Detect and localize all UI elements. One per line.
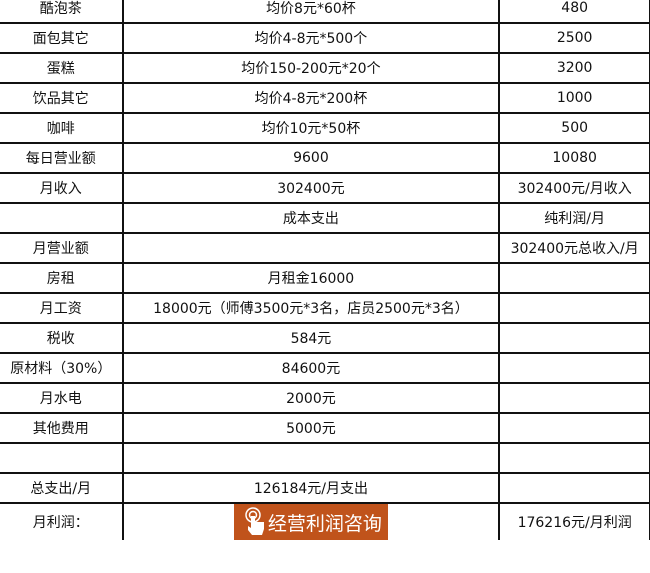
row-detail: 584元 [121,322,501,354]
cta-label: 经营利润咨询 [267,512,382,535]
table-row: 月收入 302400元 302400元/月收入 [0,172,650,204]
row-label: 月利润： [0,502,124,540]
row-detail: 84600元 [121,352,501,384]
row-detail: 2000元 [121,382,501,414]
row-detail [121,232,501,264]
row-value: 302400元/月收入 [498,172,650,204]
table-row: 月营业额 302400元总收入/月 [0,232,650,264]
row-detail: 均价4-8元*200杯 [121,82,501,114]
row-label: 月水电 [0,382,124,414]
row-detail [121,442,501,474]
row-value: 2500 [498,22,650,54]
row-detail: 均价150-200元*20个 [121,52,501,84]
row-label: 月营业额 [0,232,124,264]
row-value [498,322,650,354]
row-label: 月工资 [0,292,124,324]
row-label: 每日营业额 [0,142,124,174]
row-value: 3200 [498,52,650,84]
row-detail: 均价8元*60杯 [121,0,501,24]
table-row: 月工资 18000元（师傅3500元*3名，店员2500元*3名） [0,292,650,324]
table-row: 咖啡 均价10元*50杯 500 [0,112,650,144]
row-value [498,292,650,324]
table-row: 总支出/月 126184元/月支出 [0,472,650,504]
table-row: 酷泡茶 均价8元*60杯 480 [0,0,650,24]
row-detail: 月租金16000 [121,262,501,294]
table-row: 原材料（30%） 84600元 [0,352,650,384]
table-row: 蛋糕 均价150-200元*20个 3200 [0,52,650,84]
row-label: 咖啡 [0,112,124,144]
row-value: 500 [498,112,650,144]
table-row-monthly-profit: 月利润： 经营利润咨询 176216元/月利润 [0,502,650,540]
table-row: 税收 584元 [0,322,650,354]
row-value [498,412,650,444]
row-label: 酷泡茶 [0,0,124,24]
table-row: 房租 月租金16000 [0,262,650,294]
table-row [0,442,650,474]
row-detail: 均价10元*50杯 [121,112,501,144]
row-value [498,262,650,294]
row-label: 其他费用 [0,412,124,444]
table-row: 饮品其它 均价4-8元*200杯 1000 [0,82,650,114]
row-detail: 302400元 [121,172,501,204]
profit-table: 酷泡茶 均价8元*60杯 480 面包其它 均价4-8元*500个 2500 蛋糕 均价150… [0,0,650,540]
table-row: 每日营业额 9600 10080 [0,142,650,174]
row-detail: 9600 [121,142,501,174]
tap-hand-icon [245,507,264,535]
table-row: 成本支出 纯利润/月 [0,202,650,234]
row-value: 纯利润/月 [498,202,650,234]
row-detail: 18000元（师傅3500元*3名，店员2500元*3名） [121,292,501,324]
row-label: 月收入 [0,172,124,204]
row-label [0,202,124,234]
profit-consult-button[interactable]: 经营利润咨询 [233,505,388,540]
row-label: 总支出/月 [0,472,124,504]
row-detail: 成本支出 [121,202,501,234]
row-label: 房租 [0,262,124,294]
row-label: 饮品其它 [0,82,124,114]
row-value [498,382,650,414]
row-value [498,352,650,384]
row-value: 10080 [498,142,650,174]
row-label: 税收 [0,322,124,354]
row-value [498,472,650,504]
row-label: 蛋糕 [0,52,124,84]
row-detail: 126184元/月支出 [121,472,501,504]
row-value: 302400元总收入/月 [498,232,650,264]
row-label: 面包其它 [0,22,124,54]
row-value [498,442,650,474]
cta-cell: 经营利润咨询 [121,502,501,540]
row-value: 1000 [498,82,650,114]
table-row: 面包其它 均价4-8元*500个 2500 [0,22,650,54]
row-detail: 5000元 [121,412,501,444]
row-value: 176216元/月利润 [498,502,650,540]
row-detail: 均价4-8元*500个 [121,22,501,54]
table-row: 月水电 2000元 [0,382,650,414]
row-label [0,442,124,474]
table-row: 其他费用 5000元 [0,412,650,444]
row-value: 480 [498,0,650,24]
row-label: 原材料（30%） [0,352,124,384]
